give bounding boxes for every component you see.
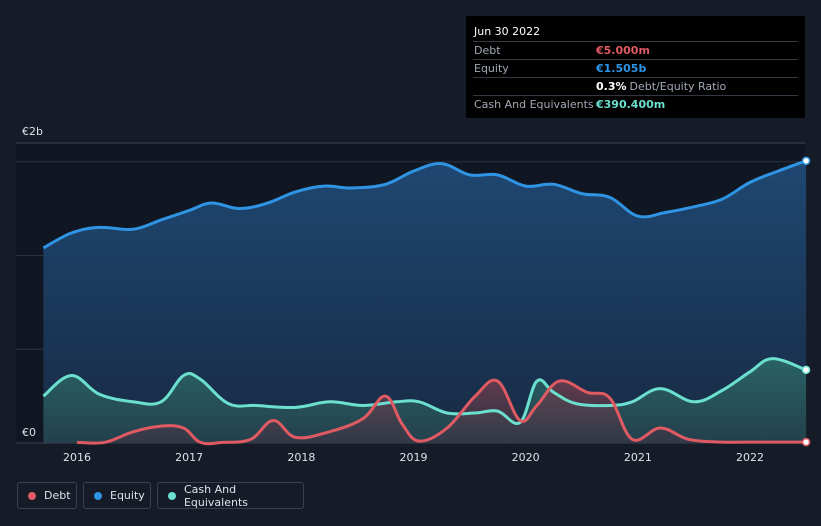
cash-line xyxy=(42,357,807,426)
tooltip-row-ratio: 0.3% Debt/Equity Ratio xyxy=(473,77,798,95)
x-tick-label: 2016 xyxy=(63,451,91,464)
tooltip-panel: Jun 30 2022 Debt €5.000m Equity €1.505b … xyxy=(466,16,805,118)
x-tick-label: 2017 xyxy=(175,451,204,464)
legend-equity-swatch xyxy=(94,491,102,500)
tooltip-row-cash: Cash And Equivalents €390.400m xyxy=(473,95,798,113)
tooltip-debt-value: €5.000m xyxy=(596,44,650,57)
tooltip-equity-value: €1.505b xyxy=(596,62,647,75)
y-tick-label-min: €0 xyxy=(22,426,36,439)
tooltip-cash-label: Cash And Equivalents xyxy=(474,98,594,111)
cash-end-marker xyxy=(801,365,811,375)
x-tick-label: 2018 xyxy=(287,451,316,464)
tooltip-row-equity: Equity €1.505b xyxy=(473,59,798,77)
legend-equity[interactable]: Equity xyxy=(83,482,151,509)
equity-end-marker xyxy=(801,156,811,166)
legend-equity-label: Equity xyxy=(110,489,145,502)
legend-debt[interactable]: Debt xyxy=(17,482,77,509)
x-tick-label: 2021 xyxy=(623,451,652,464)
x-tick-label: 2019 xyxy=(399,451,428,464)
equity-line xyxy=(42,159,807,250)
legend-cash-swatch xyxy=(168,491,176,500)
debt-line xyxy=(76,378,807,446)
x-tick-label: 2022 xyxy=(736,451,764,464)
tooltip-ratio-label: Debt/Equity Ratio xyxy=(629,80,727,93)
tooltip-equity-label: Equity xyxy=(474,62,509,75)
tooltip-ratio-value: 0.3% xyxy=(596,80,627,93)
tooltip-date: Jun 30 2022 xyxy=(474,25,541,38)
tooltip-debt-label: Debt xyxy=(474,44,501,57)
legend-cash[interactable]: Cash And Equivalents xyxy=(157,482,304,509)
legend-debt-label: Debt xyxy=(44,489,71,502)
x-tick-label: 2020 xyxy=(511,451,540,464)
tooltip-cash-value: €390.400m xyxy=(596,98,666,111)
legend-debt-swatch xyxy=(28,491,36,500)
debt-end-marker xyxy=(801,437,811,447)
equity-area xyxy=(43,160,807,444)
y-tick-label-max: €2b xyxy=(22,125,43,138)
legend-cash-label: Cash And Equivalents xyxy=(183,482,249,509)
tooltip-row-debt: Debt €5.000m xyxy=(473,41,798,59)
